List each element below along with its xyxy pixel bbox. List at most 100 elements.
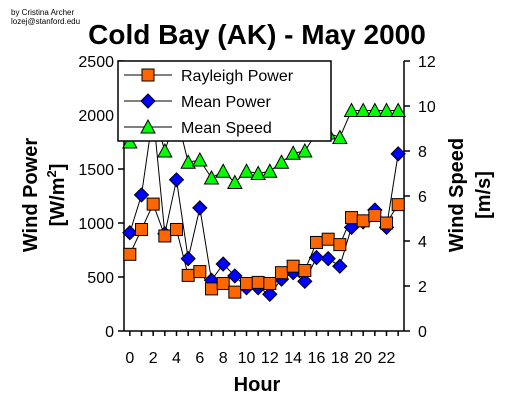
- x-tick-label: 12: [261, 350, 279, 367]
- data-point-rayleigh-power: [240, 276, 253, 290]
- data-point-mean-speed: [331, 129, 348, 144]
- data-point-mean-power: [320, 250, 336, 267]
- x-tick-label: 2: [149, 350, 158, 367]
- data-point-mean-speed: [285, 145, 302, 160]
- data-point-mean-power: [297, 273, 313, 290]
- legend-marker-mean-speed: [140, 118, 156, 134]
- right-tick-label: 2: [418, 279, 427, 296]
- data-point-rayleigh-power: [368, 208, 382, 222]
- data-point-rayleigh-power: [310, 235, 323, 249]
- legend-label-mean-power: Mean Power: [181, 94, 271, 111]
- right-tick-label: 8: [418, 144, 427, 161]
- data-point-mean-power: [390, 146, 406, 162]
- left-axis-unit-superscript: 2: [44, 170, 59, 177]
- right-axis-title-line-2: [m/s]: [473, 171, 495, 219]
- right-axis-title-line-1: Wind Speed: [446, 138, 468, 252]
- data-point-rayleigh-power: [146, 197, 160, 211]
- left-tick-label: 2500: [78, 54, 114, 71]
- data-point-rayleigh-power: [333, 238, 347, 252]
- data-point-mean-power: [192, 200, 208, 216]
- data-point-mean-speed: [261, 163, 278, 178]
- legend-label-mean-speed: Mean Speed: [181, 120, 272, 137]
- data-point-mean-power: [180, 250, 196, 267]
- x-tick-label: 6: [195, 350, 204, 367]
- data-point-mean-power: [215, 256, 231, 272]
- x-axis-title: Hour: [234, 374, 281, 396]
- left-axis-title-line-2: [W/m2]: [44, 164, 69, 227]
- data-point-mean-speed: [238, 163, 255, 178]
- data-point-mean-power: [332, 258, 348, 274]
- x-tick-label: 18: [331, 350, 349, 367]
- left-tick-label: 1500: [78, 162, 114, 179]
- data-point-mean-power: [262, 286, 278, 302]
- left-axis-title-line-1: Wind Power: [20, 138, 42, 252]
- data-point-mean-speed: [296, 142, 313, 158]
- left-axis-unit-prefix: [W/m: [47, 178, 69, 227]
- data-point-rayleigh-power: [345, 211, 358, 225]
- x-tick-label: 4: [172, 350, 181, 367]
- x-tick-label: 0: [125, 350, 134, 367]
- x-tick-label: 20: [354, 350, 372, 367]
- data-point-mean-speed: [156, 142, 173, 158]
- data-point-mean-speed: [250, 165, 267, 180]
- data-point-rayleigh-power: [286, 259, 300, 273]
- data-point-rayleigh-power: [216, 276, 230, 290]
- right-tick-label: 4: [418, 234, 427, 251]
- data-point-rayleigh-power: [205, 282, 218, 296]
- data-point-mean-power: [122, 225, 138, 241]
- data-point-rayleigh-power: [321, 232, 335, 246]
- legend: Rayleigh Power Mean Power Mean Speed: [117, 60, 332, 142]
- data-point-rayleigh-power: [275, 266, 288, 280]
- data-point-mean-speed: [215, 163, 232, 178]
- left-tick-label: 2000: [78, 108, 114, 125]
- right-tick-label: 12: [418, 54, 436, 71]
- data-point-rayleigh-power: [181, 268, 195, 282]
- credit-line-2: lozej@stanford.edu: [11, 17, 80, 26]
- data-point-rayleigh-power: [298, 264, 312, 278]
- data-point-mean-speed: [355, 102, 372, 117]
- data-point-mean-speed: [273, 154, 290, 169]
- right-tick-label: 6: [418, 189, 427, 206]
- data-point-rayleigh-power: [356, 214, 370, 228]
- left-axis-unit-suffix: ]: [47, 164, 69, 171]
- data-point-mean-speed: [180, 154, 197, 169]
- x-tick-label: 22: [378, 350, 396, 367]
- x-tick-label: 14: [284, 350, 302, 367]
- data-point-mean-speed: [343, 102, 360, 117]
- data-point-rayleigh-power: [380, 216, 393, 230]
- x-tick-label: 16: [308, 350, 326, 367]
- right-tick-label: 10: [418, 99, 436, 116]
- x-tick-label: 10: [238, 350, 256, 367]
- legend-items: Rayleigh Power Mean Power Mean Speed: [124, 68, 294, 137]
- data-point-mean-speed: [191, 151, 208, 167]
- data-point-mean-power: [168, 172, 185, 188]
- x-tick-label: 8: [219, 350, 228, 367]
- data-point-mean-power: [227, 268, 243, 284]
- legend-marker-rayleigh-power: [141, 68, 155, 82]
- data-point-mean-speed: [226, 174, 243, 189]
- left-tick-label: 0: [105, 324, 114, 341]
- data-point-rayleigh-power: [263, 276, 277, 290]
- data-point-mean-speed: [390, 102, 407, 117]
- data-point-rayleigh-power: [251, 275, 265, 289]
- data-point-mean-speed: [203, 169, 220, 185]
- legend-label-rayleigh-power: Rayleigh Power: [181, 68, 294, 85]
- data-point-rayleigh-power: [158, 229, 172, 243]
- data-point-rayleigh-power: [135, 222, 148, 236]
- left-tick-label: 500: [87, 270, 114, 287]
- data-point-rayleigh-power: [193, 265, 207, 279]
- data-point-rayleigh-power: [228, 285, 242, 299]
- data-point-mean-speed: [378, 102, 395, 117]
- credit-line-1: by Cristina Archer: [11, 8, 74, 17]
- chart-title: Cold Bay (AK) - May 2000: [88, 19, 426, 50]
- right-tick-label: 0: [418, 324, 427, 341]
- left-tick-label: 1000: [78, 216, 114, 233]
- left-axis-title: Wind Power [W/m2]: [20, 138, 69, 252]
- data-point-rayleigh-power: [170, 222, 183, 236]
- data-point-mean-power: [133, 187, 150, 203]
- legend-marker-mean-power: [140, 93, 156, 109]
- data-point-rayleigh-power: [391, 198, 405, 212]
